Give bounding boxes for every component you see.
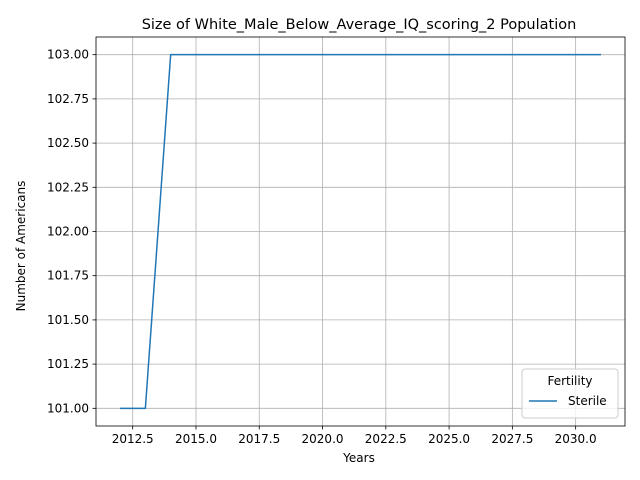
y-tick-label: 103.00 (47, 48, 89, 62)
y-tick-label: 102.75 (47, 92, 89, 106)
chart-title: Size of White_Male_Below_Average_IQ_scor… (142, 17, 577, 33)
y-tick-label: 101.75 (47, 269, 89, 283)
y-tick-label: 101.00 (47, 401, 89, 415)
grid-lines (96, 37, 625, 426)
x-tick-label: 2030.0 (555, 432, 597, 446)
y-axis-label: Number of Americans (14, 181, 28, 312)
x-tick-label: 2012.5 (112, 432, 154, 446)
y-tick-label: 102.50 (47, 136, 89, 150)
legend-title: Fertility (547, 374, 592, 388)
x-tick-label: 2025.0 (428, 432, 470, 446)
legend-label-sterile: Sterile (568, 394, 607, 408)
axis-ticks: 2012.5 2015.0 2017.5 2020.0 2022.5 2025.0 2027… (47, 48, 597, 446)
x-tick-label: 2015.0 (175, 432, 217, 446)
plot-frame (95, 36, 626, 427)
y-tick-label: 102.25 (47, 180, 89, 194)
x-tick-label: 2027.5 (491, 432, 533, 446)
x-tick-label: 2020.0 (302, 432, 344, 446)
series-layer (120, 53, 601, 410)
series-line-sterile (120, 53, 601, 410)
legend: Fertility Sterile (521, 368, 619, 419)
y-tick-label: 101.50 (47, 313, 89, 327)
y-tick-label: 102.00 (47, 225, 89, 239)
x-tick-label: 2017.5 (238, 432, 280, 446)
y-tick-label: 101.25 (47, 357, 89, 371)
legend-box (521, 368, 619, 419)
x-tick-label: 2022.5 (365, 432, 407, 446)
x-axis-label: Years (342, 451, 375, 465)
